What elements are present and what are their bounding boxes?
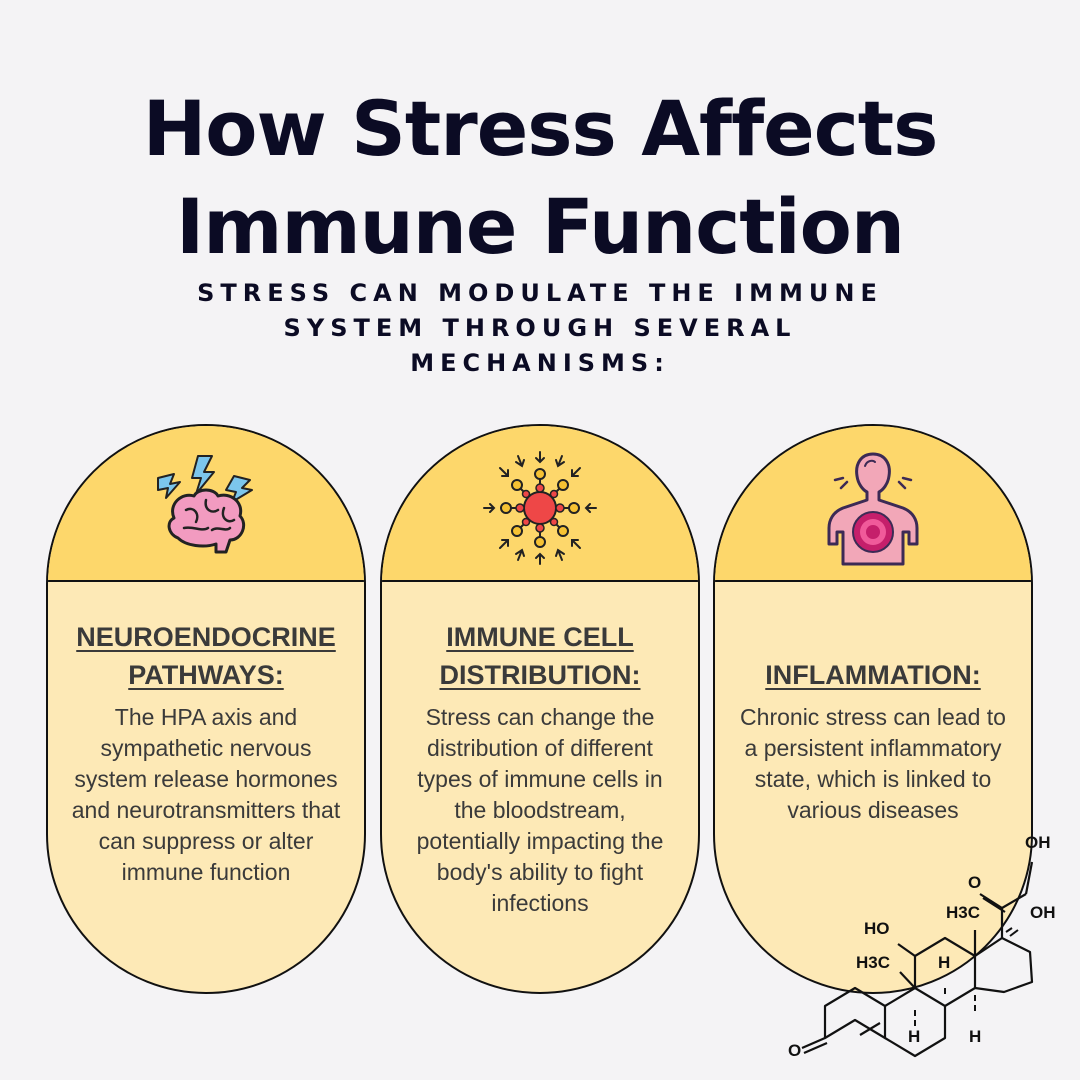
card-body: The HPA axis and sympathetic nervous sys… bbox=[71, 704, 341, 885]
card-heading-line-1: IMMUNE CELL bbox=[446, 622, 634, 652]
molecule-label-h3c-upper: H3C bbox=[946, 903, 980, 922]
card-heading: IMMUNE CELL DISTRIBUTION: bbox=[392, 618, 688, 694]
molecule-label-h-a: H bbox=[938, 953, 950, 972]
brain-lightning-icon bbox=[157, 455, 253, 554]
molecule-label-h-b: H bbox=[908, 1027, 920, 1046]
card-heading-line-1: NEUROENDOCRINE bbox=[76, 622, 336, 652]
molecule-label-oh-top: OH bbox=[1025, 833, 1051, 852]
card-heading: NEUROENDOCRINE PATHWAYS: bbox=[58, 618, 354, 694]
page-title: How Stress Affects Immune Function bbox=[0, 80, 1080, 276]
molecule-label-oh-right: OH bbox=[1030, 903, 1056, 922]
molecule-label-o-ketone: O bbox=[968, 873, 981, 892]
card-neuroendocrine: NEUROENDOCRINE PATHWAYS: The HPA axis an… bbox=[46, 424, 366, 994]
page-subtitle: STRESS CAN MODULATE THE IMMUNE SYSTEM TH… bbox=[197, 279, 883, 377]
card-header bbox=[382, 426, 698, 582]
card-heading-line-2: DISTRIBUTION: bbox=[439, 660, 641, 690]
card-header bbox=[715, 426, 1031, 582]
card-immune-cell-distribution: IMMUNE CELL DISTRIBUTION: Stress can cha… bbox=[380, 424, 700, 994]
title-line-2: Immune Function bbox=[176, 182, 905, 271]
virus-antibody-icon bbox=[483, 451, 597, 565]
molecule-label-h3c-lower: H3C bbox=[856, 953, 890, 972]
card-heading: INFLAMMATION: bbox=[765, 660, 981, 690]
card-inflammation: INFLAMMATION: Chronic stress can lead to… bbox=[713, 424, 1033, 994]
title-line-1: How Stress Affects bbox=[142, 84, 939, 173]
card-header bbox=[48, 426, 364, 582]
molecule-label-o-bottom: O bbox=[788, 1041, 801, 1060]
molecule-label-h-c: H bbox=[969, 1027, 981, 1046]
card-body: Stress can change the distribution of di… bbox=[416, 704, 664, 916]
card-heading-line-2: PATHWAYS: bbox=[128, 660, 284, 690]
card-body: Chronic stress can lead to a persistent … bbox=[740, 704, 1006, 823]
molecule-label-ho: HO bbox=[864, 919, 890, 938]
inflamed-body-icon bbox=[827, 452, 919, 566]
cortisol-molecule-icon: OH OH O HO H3C H3C H H H O bbox=[788, 833, 1056, 1060]
